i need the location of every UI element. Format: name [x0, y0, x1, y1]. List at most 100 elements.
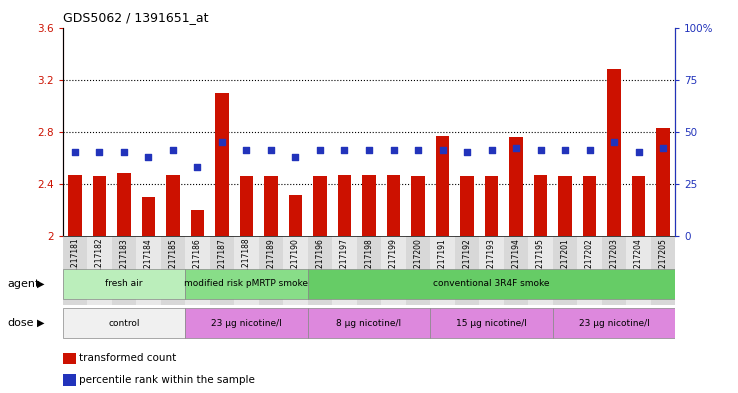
Bar	[210, 236, 234, 305]
Bar	[430, 308, 553, 338]
Text: GSM1217191: GSM1217191	[438, 238, 447, 288]
Bar	[264, 176, 277, 236]
Point	[486, 147, 497, 154]
Text: GSM1217189: GSM1217189	[266, 238, 275, 288]
Bar	[632, 176, 645, 236]
Bar	[558, 176, 572, 236]
Bar	[577, 236, 601, 305]
Bar	[87, 236, 111, 305]
Point	[412, 147, 424, 154]
Bar	[362, 174, 376, 236]
Bar	[308, 236, 332, 305]
Bar	[283, 236, 308, 305]
Bar	[651, 236, 675, 305]
Bar	[215, 93, 229, 236]
Point	[118, 149, 130, 156]
Text: GSM1217197: GSM1217197	[340, 238, 349, 289]
Text: modified risk pMRTP smoke: modified risk pMRTP smoke	[184, 279, 308, 288]
Text: GSM1217186: GSM1217186	[193, 238, 202, 288]
Point	[632, 149, 644, 156]
Bar	[382, 236, 406, 305]
Point	[265, 147, 277, 154]
Text: GSM1217201: GSM1217201	[561, 238, 570, 288]
Bar	[166, 174, 180, 236]
Text: GSM1217198: GSM1217198	[365, 238, 373, 288]
Bar	[308, 308, 430, 338]
Point	[608, 139, 620, 145]
Point	[363, 147, 375, 154]
Bar	[190, 210, 204, 236]
Text: GSM1217190: GSM1217190	[291, 238, 300, 289]
Bar	[455, 236, 479, 305]
Bar	[63, 269, 185, 299]
Bar	[461, 176, 474, 236]
Text: GDS5062 / 1391651_at: GDS5062 / 1391651_at	[63, 11, 208, 24]
Text: GSM1217183: GSM1217183	[120, 238, 128, 288]
Text: 23 μg nicotine/l: 23 μg nicotine/l	[211, 319, 282, 328]
Bar	[117, 173, 131, 236]
Bar	[485, 176, 498, 236]
Text: 23 μg nicotine/l: 23 μg nicotine/l	[579, 319, 649, 328]
Bar	[93, 176, 106, 236]
Bar	[479, 236, 504, 305]
Point	[314, 147, 326, 154]
Text: percentile rank within the sample: percentile rank within the sample	[79, 375, 255, 385]
Point	[167, 147, 179, 154]
Bar	[185, 308, 308, 338]
Text: GSM1217187: GSM1217187	[218, 238, 227, 288]
Text: GSM1217199: GSM1217199	[389, 238, 398, 289]
Text: dose: dose	[7, 318, 34, 328]
Bar	[387, 174, 400, 236]
Bar	[504, 236, 528, 305]
Text: fresh air: fresh air	[106, 279, 142, 288]
Bar	[411, 176, 425, 236]
Point	[461, 149, 473, 156]
Point	[69, 149, 81, 156]
Text: conventional 3R4F smoke: conventional 3R4F smoke	[433, 279, 550, 288]
Bar	[430, 236, 455, 305]
Bar	[406, 236, 430, 305]
Bar	[338, 174, 351, 236]
Text: GSM1217203: GSM1217203	[610, 238, 618, 289]
Point	[94, 149, 106, 156]
Bar	[553, 236, 577, 305]
Text: GSM1217185: GSM1217185	[168, 238, 177, 288]
Text: GSM1217188: GSM1217188	[242, 238, 251, 288]
Text: GSM1217181: GSM1217181	[71, 238, 80, 288]
Bar	[185, 236, 210, 305]
Text: GSM1217205: GSM1217205	[658, 238, 667, 289]
Bar	[142, 197, 155, 236]
Bar	[332, 236, 356, 305]
Bar	[240, 176, 253, 236]
Text: control: control	[108, 319, 139, 328]
Bar	[161, 236, 185, 305]
Point	[437, 147, 449, 154]
Text: ▶: ▶	[37, 279, 44, 289]
Text: GSM1217202: GSM1217202	[585, 238, 594, 288]
Bar	[111, 236, 137, 305]
Point	[142, 154, 154, 160]
Text: agent: agent	[7, 279, 40, 289]
Bar	[137, 236, 161, 305]
Bar	[627, 236, 651, 305]
Bar	[553, 308, 675, 338]
Text: GSM1217200: GSM1217200	[413, 238, 422, 289]
Point	[559, 147, 571, 154]
Text: GSM1217192: GSM1217192	[463, 238, 472, 288]
Point	[241, 147, 252, 154]
Bar	[63, 236, 87, 305]
Bar	[259, 236, 283, 305]
Point	[192, 164, 204, 170]
Bar	[234, 236, 259, 305]
Bar	[656, 128, 670, 236]
Point	[510, 145, 522, 151]
Point	[657, 145, 669, 151]
Text: GSM1217193: GSM1217193	[487, 238, 496, 289]
Point	[289, 154, 301, 160]
Bar	[583, 176, 596, 236]
Text: GSM1217182: GSM1217182	[95, 238, 104, 288]
Point	[216, 139, 228, 145]
Bar	[509, 137, 523, 236]
Bar	[289, 195, 303, 236]
Bar	[68, 174, 82, 236]
